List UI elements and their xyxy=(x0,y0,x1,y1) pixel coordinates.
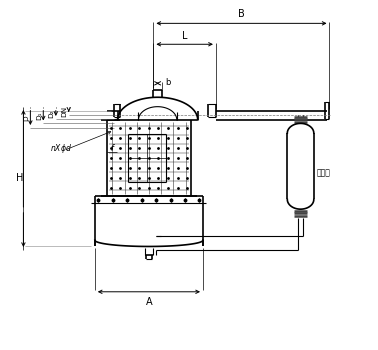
Text: D₁: D₁ xyxy=(36,111,42,120)
Text: 冷凝器: 冷凝器 xyxy=(317,169,330,178)
Text: D: D xyxy=(23,115,29,121)
Text: A: A xyxy=(146,297,152,307)
Text: nX$\phi$d: nX$\phi$d xyxy=(50,142,71,155)
Text: L: L xyxy=(182,31,187,41)
Text: b: b xyxy=(165,78,171,87)
Text: H: H xyxy=(15,174,23,183)
Text: D₂: D₂ xyxy=(48,109,54,118)
Text: B: B xyxy=(238,9,245,19)
Text: f: f xyxy=(110,144,113,153)
Text: DN: DN xyxy=(61,106,67,117)
